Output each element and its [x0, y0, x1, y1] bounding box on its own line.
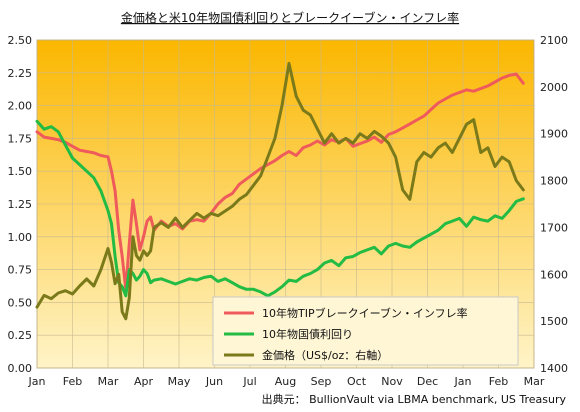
x-tick-label: Mar	[524, 375, 545, 388]
legend-box	[212, 296, 519, 366]
legend-label-gold: 金価格（US$/oz：右軸）	[262, 348, 388, 362]
x-tick-label: Aug	[275, 375, 296, 388]
right-tick-label: 2100	[540, 34, 568, 47]
grid-lines	[36, 39, 535, 369]
left-tick-label: 1.50	[8, 165, 33, 178]
left-tick-label: 0.75	[8, 264, 33, 277]
x-tick-label: Jun	[205, 375, 223, 388]
series-line-0	[35, 72, 525, 291]
chart-title: 金価格と米10年物国債利回りとブレークイーブン・インフレ率	[121, 10, 459, 25]
x-tick-label: Jul	[242, 375, 256, 388]
left-tick-label: 2.50	[8, 34, 33, 47]
left-tick-label: 1.00	[8, 231, 33, 244]
right-tick-label: 1500	[540, 315, 568, 328]
left-tick-label: 0.50	[8, 296, 33, 309]
x-tick-label: Feb	[63, 375, 82, 388]
left-axis-ticks: 0.00 0.25 0.50 0.75 1.00 1.25 1.50 1.75 2.00 2.25…	[8, 34, 33, 375]
x-tick-label: Nov	[381, 375, 403, 388]
x-tick-label: Apr	[134, 375, 154, 388]
x-axis-ticks: Jan Feb Mar Apr May Jun Jul Aug Sep Oct Nov Dec Jan F…	[28, 375, 545, 388]
left-tick-label: 2.00	[8, 100, 33, 113]
right-tick-label: 1800	[540, 175, 568, 188]
x-tick-label: Feb	[489, 375, 508, 388]
x-tick-label: Dec	[417, 375, 438, 388]
legend-label-tip: 10年物TIPブレークイーブン・インフレ率	[262, 306, 468, 320]
left-tick-label: 2.25	[8, 67, 33, 80]
x-tick-label: Jan	[28, 375, 46, 388]
series-line-2	[35, 61, 525, 321]
x-tick-label: Sep	[311, 375, 332, 388]
left-tick-label: 1.25	[8, 198, 33, 211]
x-tick-label: Jan	[454, 375, 472, 388]
series-line-1	[35, 119, 525, 298]
right-tick-label: 1600	[540, 268, 568, 281]
right-tick-label: 1400	[540, 362, 568, 375]
right-axis-ticks: 1400 1500 1600 1700 1800 1900 2000 2100	[540, 34, 568, 375]
legend-label-yield: 10年物国債利回り	[262, 327, 353, 341]
x-tick-label: Oct	[347, 375, 367, 388]
source-note: 出典元： BullionVault via LBMA benchmark, US…	[262, 392, 567, 406]
left-tick-label: 1.75	[8, 132, 33, 145]
right-tick-label: 2000	[540, 81, 568, 94]
legend: 10年物TIPブレークイーブン・インフレ率 10年物国債利回り 金価格（US$/…	[212, 296, 519, 366]
right-tick-label: 1900	[540, 128, 568, 141]
series-lines	[35, 61, 525, 321]
x-tick-label: Mar	[98, 375, 119, 388]
x-tick-label: May	[168, 375, 191, 388]
right-tick-label: 1700	[540, 221, 568, 234]
left-tick-label: 0.00	[8, 362, 33, 375]
left-tick-label: 0.25	[8, 329, 33, 342]
